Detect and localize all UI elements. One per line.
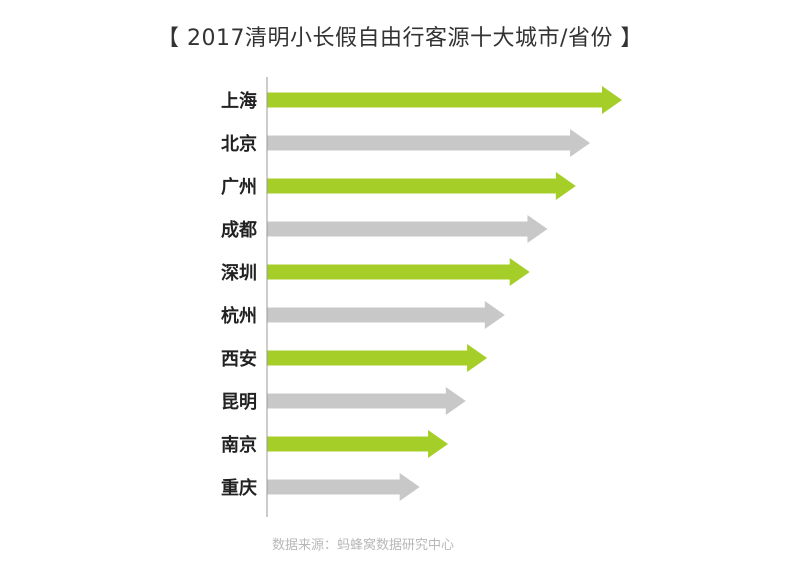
bar-arrow-5 — [267, 258, 530, 286]
bar-arrow-9 — [267, 430, 449, 458]
chart-title: 【 2017清明小长假自由行客源十大城市/省份 】 — [157, 26, 643, 51]
category-label-5: 深圳 — [221, 262, 257, 284]
bar-arrow-10 — [267, 473, 420, 501]
category-label-8: 昆明 — [221, 392, 257, 413]
bar-arrow-8 — [267, 387, 466, 415]
category-label-7: 西安 — [221, 348, 257, 370]
bar-arrow-3 — [267, 172, 576, 200]
category-label-4: 成都 — [221, 219, 257, 241]
bars-group — [267, 86, 622, 501]
category-label-3: 广州 — [221, 176, 257, 198]
bar-arrow-6 — [267, 301, 505, 329]
source-note: 数据来源：蚂蜂窝数据研究中心 — [271, 538, 454, 553]
category-label-10: 重庆 — [221, 477, 257, 499]
category-label-1: 上海 — [221, 90, 257, 112]
category-label-9: 南京 — [221, 434, 257, 456]
category-label-2: 北京 — [221, 133, 257, 155]
bar-arrow-7 — [267, 344, 488, 372]
category-label-6: 杭州 — [221, 305, 257, 327]
bar-arrow-4 — [267, 215, 548, 243]
bar-arrow-1 — [267, 86, 622, 114]
bar-arrow-2 — [267, 129, 591, 157]
